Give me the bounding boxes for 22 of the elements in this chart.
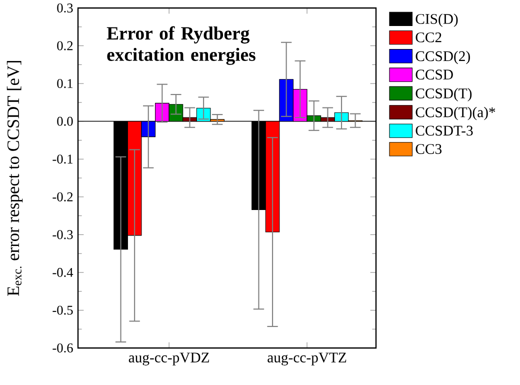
y-tick-label: -0.5	[52, 306, 73, 315]
y-tick-label: -0.1	[52, 154, 72, 164]
y-tick-label: -0.6	[52, 343, 73, 353]
y-tick-label: 0.0	[57, 116, 73, 126]
y-axis-title: E$_{exc.}$ error respect to CCSDT [eV]	[6, 60, 23, 296]
legend-label: CCSD(T)(a)*	[416, 106, 496, 120]
legend-label: CC3	[416, 144, 442, 154]
legend-label: CIS(D)	[416, 14, 458, 27]
legend-label: CCSD(T)	[416, 88, 472, 102]
x-tick-label: aug-cc-pVTZ	[268, 352, 346, 366]
y-tick-label: 0.1	[57, 79, 72, 88]
y-tick-label: -0.2	[52, 192, 73, 202]
legend-label: CCSDT-3	[416, 126, 473, 136]
y-tick-label: -0.3	[52, 230, 73, 240]
x-tick-label: aug-cc-pVDZ	[128, 352, 209, 366]
legend-label: CC2	[416, 32, 442, 42]
y-tick-label: -0.4	[52, 268, 74, 277]
legend-label: CCSD	[416, 70, 453, 80]
y-tick-label: 0.3	[57, 3, 73, 13]
legend-label: CCSD(2)	[416, 50, 470, 64]
text: Error of Rydberg excitation energies	[106, 26, 256, 65]
y-tick-label: 0.2	[57, 41, 73, 50]
